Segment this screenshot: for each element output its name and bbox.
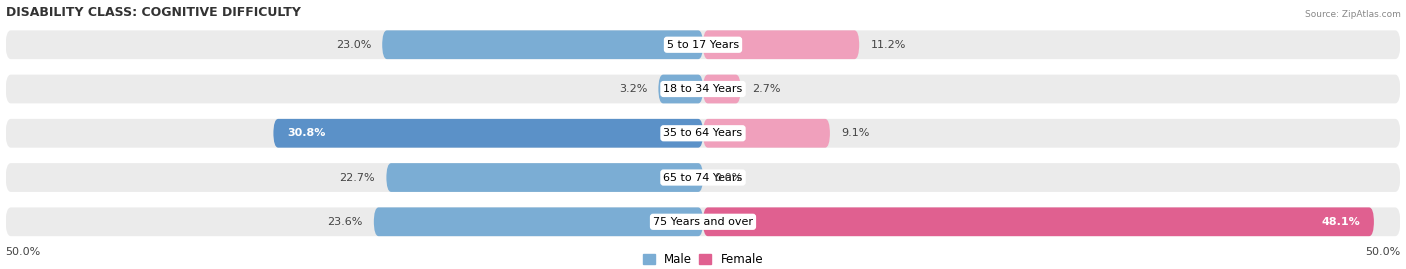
Text: 9.1%: 9.1% bbox=[841, 128, 869, 138]
FancyBboxPatch shape bbox=[273, 119, 703, 148]
Text: 3.2%: 3.2% bbox=[619, 84, 647, 94]
FancyBboxPatch shape bbox=[703, 75, 741, 103]
FancyBboxPatch shape bbox=[703, 207, 1374, 236]
Text: 23.6%: 23.6% bbox=[328, 217, 363, 227]
Text: 30.8%: 30.8% bbox=[287, 128, 326, 138]
Text: 65 to 74 Years: 65 to 74 Years bbox=[664, 172, 742, 183]
Text: 5 to 17 Years: 5 to 17 Years bbox=[666, 40, 740, 50]
Text: Source: ZipAtlas.com: Source: ZipAtlas.com bbox=[1305, 10, 1400, 19]
Text: 2.7%: 2.7% bbox=[752, 84, 780, 94]
Text: 22.7%: 22.7% bbox=[340, 172, 375, 183]
Text: 50.0%: 50.0% bbox=[6, 247, 41, 257]
FancyBboxPatch shape bbox=[374, 207, 703, 236]
Text: 18 to 34 Years: 18 to 34 Years bbox=[664, 84, 742, 94]
Text: DISABILITY CLASS: COGNITIVE DIFFICULTY: DISABILITY CLASS: COGNITIVE DIFFICULTY bbox=[6, 6, 301, 19]
Text: 23.0%: 23.0% bbox=[336, 40, 371, 50]
FancyBboxPatch shape bbox=[6, 163, 1400, 192]
Text: 48.1%: 48.1% bbox=[1322, 217, 1360, 227]
FancyBboxPatch shape bbox=[703, 119, 830, 148]
FancyBboxPatch shape bbox=[658, 75, 703, 103]
FancyBboxPatch shape bbox=[6, 207, 1400, 236]
Text: 35 to 64 Years: 35 to 64 Years bbox=[664, 128, 742, 138]
FancyBboxPatch shape bbox=[6, 119, 1400, 148]
Text: 50.0%: 50.0% bbox=[1365, 247, 1400, 257]
FancyBboxPatch shape bbox=[387, 163, 703, 192]
Text: 0.0%: 0.0% bbox=[714, 172, 742, 183]
Text: 11.2%: 11.2% bbox=[870, 40, 905, 50]
Text: 75 Years and over: 75 Years and over bbox=[652, 217, 754, 227]
FancyBboxPatch shape bbox=[382, 30, 703, 59]
FancyBboxPatch shape bbox=[703, 30, 859, 59]
Legend: Male, Female: Male, Female bbox=[643, 253, 763, 266]
FancyBboxPatch shape bbox=[6, 30, 1400, 59]
FancyBboxPatch shape bbox=[6, 75, 1400, 103]
